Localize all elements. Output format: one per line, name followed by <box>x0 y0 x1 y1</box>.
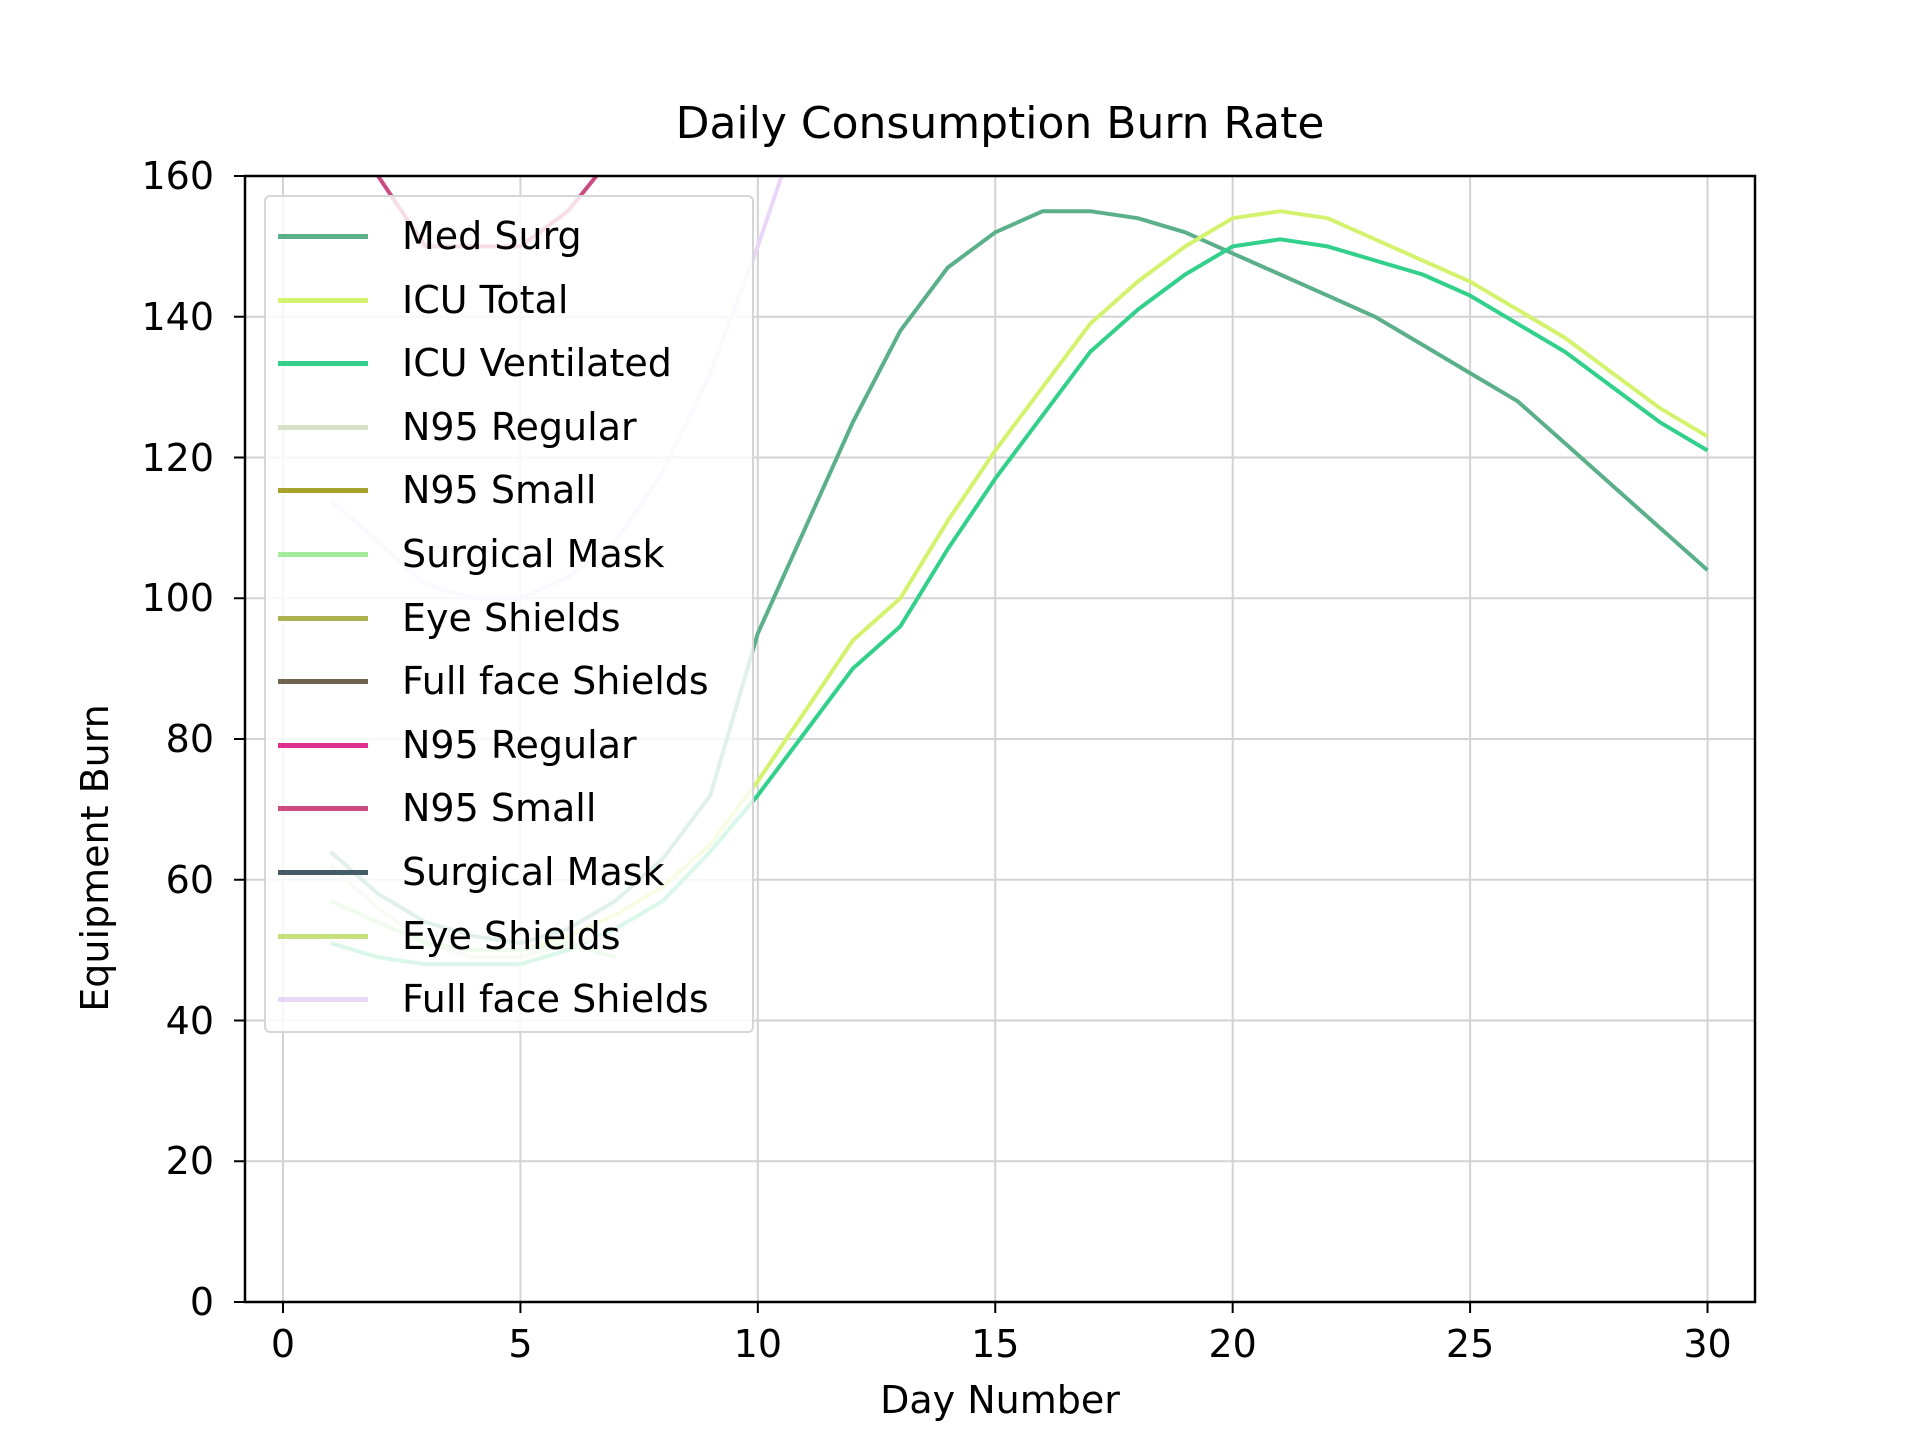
x-tick-label: 0 <box>270 1322 296 1366</box>
legend-swatch <box>278 488 368 494</box>
legend-swatch <box>278 870 368 875</box>
legend-item: N95 Small <box>266 465 752 515</box>
legend-swatch <box>278 361 368 367</box>
legend-item: ICU Ventilated <box>266 338 752 388</box>
legend-label: Eye Shields <box>402 595 621 640</box>
legend-swatch <box>278 234 368 239</box>
legend-swatch <box>278 297 368 303</box>
x-tick-label: 30 <box>1683 1322 1732 1366</box>
legend-item: Full face Shields <box>266 974 752 1024</box>
y-tick-label: 0 <box>189 1280 214 1324</box>
legend-item: ICU Total <box>266 275 752 325</box>
y-tick-label: 60 <box>165 857 214 902</box>
legend-swatch <box>278 742 368 748</box>
legend-item: Med Surg <box>266 211 752 261</box>
legend-item: Eye Shields <box>266 593 752 643</box>
x-tick-label: 5 <box>508 1322 533 1366</box>
y-tick-label: 140 <box>141 294 214 339</box>
y-tick-label: 40 <box>165 998 214 1043</box>
legend-swatch <box>278 806 368 812</box>
legend-swatch <box>278 997 368 1003</box>
y-tick-label: 100 <box>141 576 214 621</box>
legend-swatch <box>278 424 368 430</box>
legend-item: Eye Shields <box>266 911 752 961</box>
y-tick-label: 120 <box>141 435 214 480</box>
x-tick-label: 25 <box>1445 1322 1495 1366</box>
chart-title: Daily Consumption Burn Rate <box>675 98 1325 149</box>
legend-label: Med Surg <box>402 214 582 258</box>
x-tick-label: 20 <box>1208 1322 1257 1366</box>
legend-label: N95 Small <box>402 786 597 831</box>
legend-label: Full face Shields <box>402 659 709 704</box>
legend-swatch <box>278 552 368 557</box>
legend-swatch <box>278 679 368 685</box>
legend-swatch <box>278 615 368 621</box>
x-tick-label: 15 <box>971 1322 1020 1366</box>
legend-label: N95 Small <box>402 468 597 513</box>
legend-label: ICU Ventilated <box>402 341 672 386</box>
legend-label: N95 Regular <box>402 404 637 449</box>
y-tick-label: 160 <box>141 154 214 198</box>
legend-label: Surgical Mask <box>402 532 665 576</box>
x-tick-label: 10 <box>733 1322 783 1366</box>
legend-item: N95 Regular <box>266 402 752 452</box>
legend-item: Full face Shields <box>266 656 752 706</box>
legend: Med Surg ICU Total ICU Ventilated N95 Regul… <box>264 195 754 1033</box>
legend-label: N95 Regular <box>402 722 637 767</box>
legend-label: Surgical Mask <box>402 850 665 894</box>
y-tick-label: 80 <box>165 717 214 761</box>
legend-item: N95 Regular <box>266 720 752 770</box>
axis-ticks <box>234 175 1709 1313</box>
legend-label: Eye Shields <box>402 913 621 958</box>
x-axis-label: Day Number <box>880 1378 1120 1422</box>
legend-label: ICU Total <box>402 277 569 322</box>
legend-item: Surgical Mask <box>266 529 752 579</box>
legend-swatch <box>278 933 368 939</box>
y-tick-label: 20 <box>165 1139 214 1184</box>
legend-item: N95 Small <box>266 783 752 833</box>
legend-item: Surgical Mask <box>266 847 752 897</box>
legend-label: Full face Shields <box>402 977 709 1022</box>
y-axis-label: Equipment Burn <box>73 704 117 1012</box>
